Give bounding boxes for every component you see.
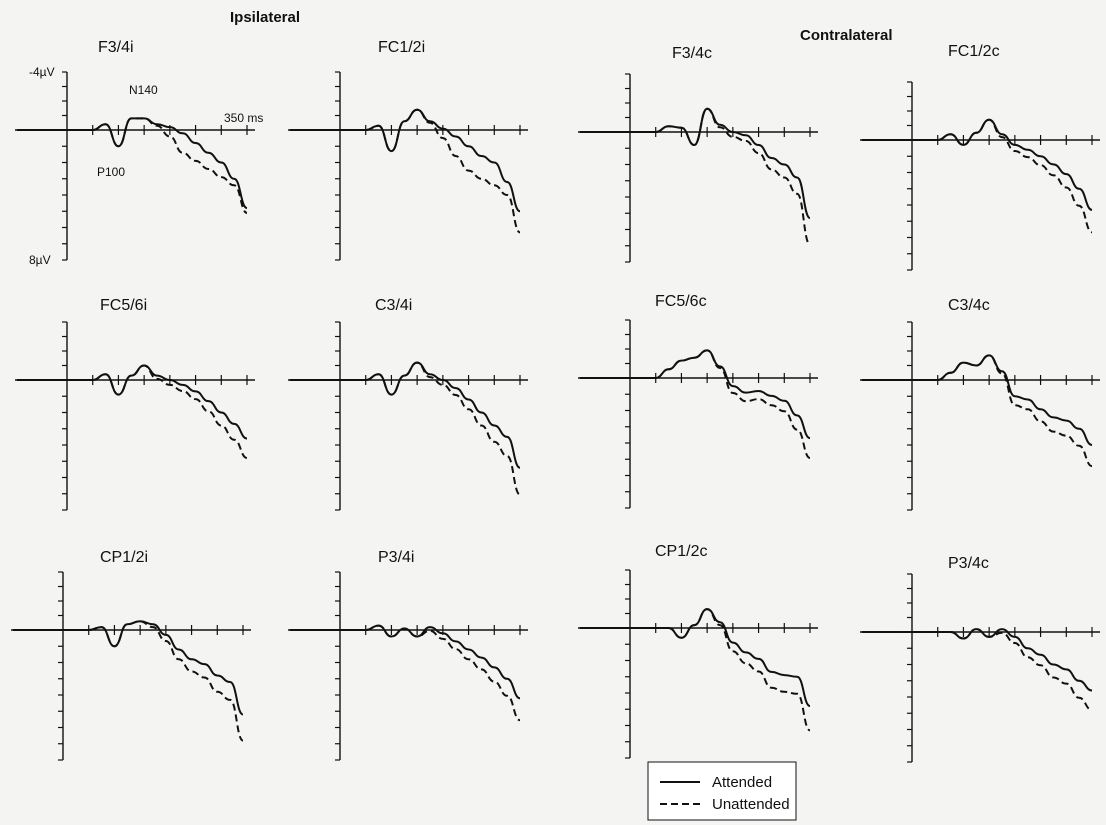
- panel-10: CP1/2c: [578, 543, 818, 759]
- attended-trace: [579, 349, 811, 440]
- panel-5: C3/4i: [288, 297, 528, 511]
- unattended-trace: [580, 608, 811, 732]
- p100-label: P100: [97, 165, 125, 179]
- unattended-trace: [13, 620, 244, 742]
- panel-title: C3/4c: [948, 297, 990, 314]
- legend: Attended Unattended: [647, 761, 797, 821]
- panel-title: CP1/2i: [100, 549, 148, 566]
- attended-trace: [861, 628, 1093, 692]
- panel-title: CP1/2c: [655, 543, 707, 560]
- group-label-ipsilateral: Ipsilateral: [230, 9, 300, 26]
- unattended-trace: [580, 107, 811, 246]
- x-end-label: 350 ms: [224, 111, 263, 125]
- attended-trace: [861, 354, 1093, 446]
- unattended-trace: [290, 108, 521, 234]
- panel-title: FC5/6c: [655, 293, 707, 310]
- panel-title: F3/4c: [672, 45, 712, 62]
- panel-0: F3/4i -4µV 8µV 350 ms N140 P100: [15, 39, 263, 267]
- panel-title: P3/4i: [378, 549, 414, 566]
- attended-trace: [289, 361, 521, 469]
- panel-title: FC5/6i: [100, 297, 147, 314]
- panel-1: FC1/2i: [288, 39, 528, 261]
- attended-trace: [13, 620, 244, 716]
- attended-trace: [580, 608, 811, 707]
- legend-unattended-label: Unattended: [712, 796, 790, 813]
- panel-7: C3/4c: [860, 297, 1100, 511]
- panel-title: P3/4c: [948, 555, 989, 572]
- panel-title: FC1/2i: [378, 39, 425, 56]
- group-label-contralateral: Contralateral: [800, 27, 893, 44]
- panel-3: FC1/2c: [860, 43, 1100, 271]
- unattended-trace: [290, 624, 521, 722]
- attended-trace: [580, 107, 811, 220]
- panel-2: F3/4c: [578, 45, 818, 263]
- n140-label: N140: [129, 83, 158, 97]
- y-bottom-label: 8µV: [29, 253, 51, 267]
- panel-title: F3/4i: [98, 39, 134, 56]
- attended-trace: [16, 364, 248, 440]
- legend-box: [647, 761, 797, 821]
- panels-group: F3/4i -4µV 8µV 350 ms N140 P100 FC1/2i F3/4c FC1…: [11, 39, 1100, 763]
- unattended-trace: [289, 361, 521, 496]
- attended-trace: [290, 624, 521, 700]
- panel-title: C3/4i: [375, 297, 412, 314]
- panel-6: FC5/6c: [578, 293, 818, 509]
- attended-trace: [17, 117, 248, 209]
- unattended-trace: [862, 118, 1093, 234]
- attended-trace: [290, 108, 521, 213]
- unattended-trace: [17, 117, 248, 214]
- y-top-label: -4µV: [29, 65, 55, 79]
- panel-9: P3/4i: [288, 549, 528, 761]
- unattended-trace: [579, 349, 811, 459]
- unattended-trace: [861, 628, 1093, 711]
- panel-title: FC1/2c: [948, 43, 1000, 60]
- unattended-trace: [16, 364, 248, 459]
- panel-8: CP1/2i: [11, 549, 251, 761]
- panel-4: FC5/6i: [15, 297, 255, 511]
- legend-attended-label: Attended: [712, 774, 772, 791]
- unattended-trace: [861, 354, 1093, 468]
- panel-11: P3/4c: [860, 555, 1100, 763]
